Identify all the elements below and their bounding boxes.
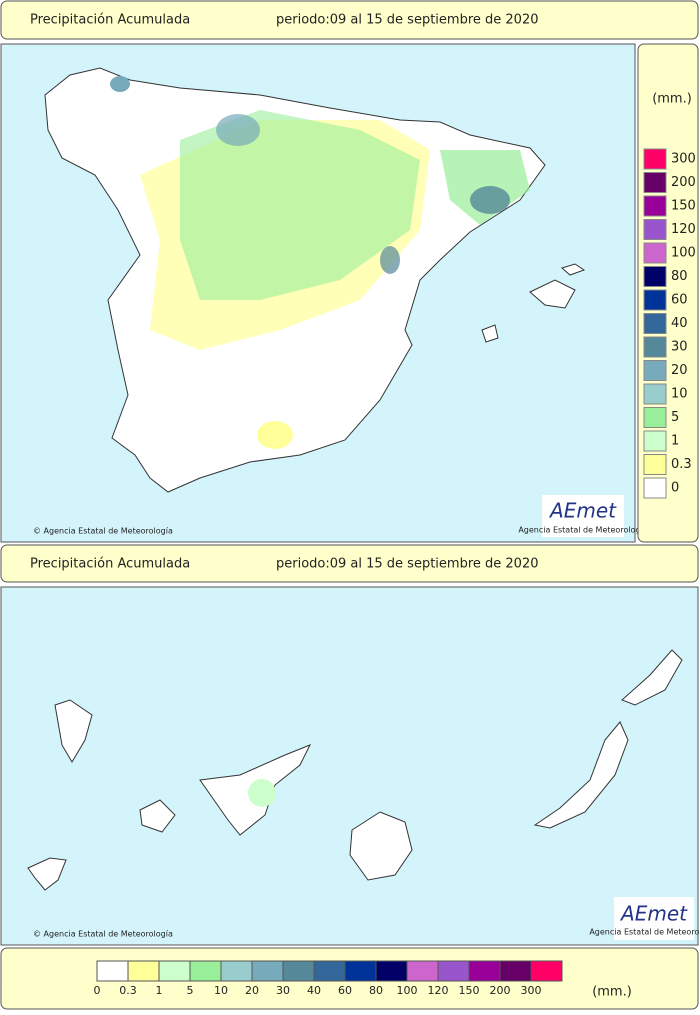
credit: © Agencia Estatal de Meteorología <box>33 527 173 536</box>
legend-label: 150 <box>671 199 696 214</box>
legend-label: 0.3 <box>119 984 137 997</box>
zone-20 <box>216 114 260 146</box>
legend-label: 300 <box>671 152 696 167</box>
el-hierro <box>27 857 67 891</box>
legend-swatch <box>406 960 439 982</box>
legend-label: 120 <box>428 984 449 997</box>
legend-label: 100 <box>397 984 418 997</box>
legend-swatch <box>468 960 501 982</box>
legend-label: 80 <box>369 984 383 997</box>
legend-label: 0 <box>94 984 101 997</box>
legend-label: 0.3 <box>671 457 692 472</box>
legend-label: 20 <box>245 984 259 997</box>
la-palma <box>54 699 93 763</box>
zone-andalucia <box>257 421 293 449</box>
legend-swatch <box>643 242 667 264</box>
legend-swatch <box>643 336 667 358</box>
title: Precipitación Acumulada <box>30 13 190 28</box>
legend-unit: (mm.) <box>652 92 692 107</box>
legend-label: 200 <box>490 984 511 997</box>
legend-swatch <box>643 172 667 193</box>
logo: AEmet <box>619 902 688 926</box>
menorca <box>560 263 586 276</box>
legend-label: 60 <box>671 293 688 308</box>
legend-label: 5 <box>671 410 679 425</box>
zone-30 <box>470 186 510 214</box>
legend-label: 1 <box>156 984 163 997</box>
legend-label: 10 <box>671 387 688 402</box>
legend-swatch <box>96 960 129 982</box>
legend-swatch <box>220 960 253 982</box>
lanzarote <box>621 649 683 706</box>
logo-box <box>542 495 624 537</box>
legend-label: 5 <box>187 984 194 997</box>
legend-swatch <box>643 383 667 405</box>
header-bar <box>0 0 699 40</box>
period: periodo:09 al 15 de septiembre de 2020 <box>276 13 539 28</box>
legend-label: 10 <box>214 984 228 997</box>
legend-label: 200 <box>671 175 696 190</box>
legend-label: 100 <box>671 246 696 261</box>
legend-label: 1 <box>671 434 679 449</box>
title: Precipitación Acumulada <box>30 557 190 572</box>
legend-swatch <box>643 430 667 452</box>
legend-swatch <box>375 960 408 982</box>
legend-label: 120 <box>671 222 696 237</box>
legend-swatch <box>158 960 191 982</box>
zone-1 <box>248 779 276 807</box>
legend-label: 40 <box>307 984 321 997</box>
logo-box <box>614 897 694 940</box>
legend-label: 0 <box>671 481 679 496</box>
legend-label: 300 <box>521 984 542 997</box>
legend-label: 30 <box>276 984 290 997</box>
zone-30b <box>380 246 400 274</box>
legend-swatch <box>643 148 667 170</box>
logo-subtitle: Agencia Estatal de Meteorología <box>589 928 700 937</box>
legend-swatch <box>313 960 346 982</box>
legend-swatch <box>643 360 667 381</box>
credit: © Agencia Estatal de Meteorología <box>33 930 173 939</box>
legend-label: 40 <box>671 316 688 331</box>
zone-5 <box>180 110 420 300</box>
gran-canaria <box>349 811 413 881</box>
legend-swatch <box>643 219 667 240</box>
mallorca <box>529 279 576 309</box>
canarias-map <box>0 586 699 946</box>
legend-swatch <box>643 289 667 311</box>
la-gomera <box>139 799 176 833</box>
legend-swatch <box>643 454 667 475</box>
legend-unit: (mm.) <box>592 985 632 1000</box>
legend-label: 80 <box>671 269 688 284</box>
legend-label: 20 <box>671 363 688 378</box>
vertical-legend: 0 0.3 1 5 10 20 30 40 60 80 100 120 150 200 300 <box>643 148 696 499</box>
legend-label: 60 <box>338 984 352 997</box>
legend-swatch <box>643 313 667 334</box>
horizontal-legend: 0 0.3 1 5 10 20 30 40 60 80 100 120 150 200 300 <box>94 960 563 997</box>
legend-swatch <box>437 960 470 982</box>
legend-swatch <box>282 960 315 982</box>
legend-swatch <box>643 477 667 499</box>
legend-label: 150 <box>459 984 480 997</box>
ibiza <box>481 324 499 343</box>
legend-swatch <box>499 960 532 982</box>
zone-galicia <box>110 76 130 92</box>
fuerteventura <box>533 721 629 829</box>
legend-swatch <box>643 195 667 217</box>
legend-swatch <box>189 960 222 982</box>
legend-swatch <box>530 960 563 982</box>
period: periodo:09 al 15 de septiembre de 2020 <box>276 557 539 572</box>
logo: AEmet <box>548 499 617 523</box>
legend-label: 30 <box>671 340 688 355</box>
legend-swatch <box>643 407 667 428</box>
logo-subtitle: Agencia Estatal de Meteorología <box>518 526 647 535</box>
canarias-header <box>0 544 699 583</box>
legend-swatch <box>251 960 284 982</box>
legend-swatch <box>344 960 377 982</box>
legend-swatch <box>127 960 160 982</box>
legend-swatch <box>643 266 667 287</box>
